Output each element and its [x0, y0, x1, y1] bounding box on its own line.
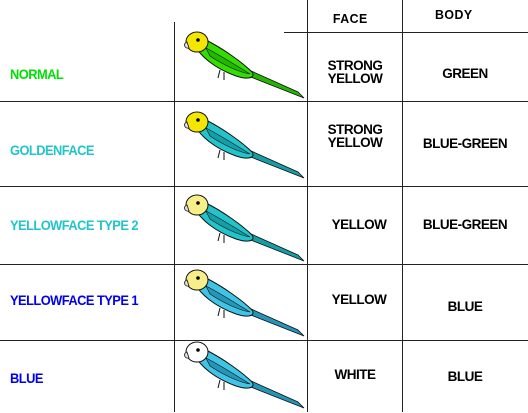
wing — [205, 47, 251, 75]
beak — [184, 41, 190, 49]
divider-row-4 — [0, 340, 528, 341]
eye — [196, 201, 200, 205]
eye — [196, 38, 200, 42]
row-label-yellowface-type-1: YELLOWFACE TYPE 1 — [10, 292, 139, 308]
face-cell-normal: STRONG YELLOW — [312, 58, 398, 86]
face-line-2: YELLOW — [327, 135, 383, 150]
body-cell-goldenface: BLUE-GREEN — [422, 136, 508, 151]
header-body: BODY — [434, 7, 473, 22]
budgie-normal-illustration — [184, 31, 305, 99]
wing — [205, 210, 251, 238]
divider-row-1 — [0, 101, 528, 102]
divider-col-bird — [174, 22, 175, 412]
face-line-1: YELLOW — [331, 292, 387, 307]
face-cell-yellowface-type-2: YELLOW — [314, 217, 404, 232]
bird-head — [185, 269, 209, 291]
beak — [184, 204, 190, 212]
divider-row-2 — [0, 186, 528, 187]
row-label-goldenface: GOLDENFACE — [10, 142, 94, 158]
face-cell-goldenface: STRONG YELLOW — [312, 122, 398, 150]
bird-head — [185, 194, 209, 216]
divider-row-3 — [0, 264, 528, 265]
feet — [217, 69, 225, 80]
face-cell-blue: WHITE — [310, 367, 400, 382]
eye — [196, 348, 200, 352]
body-cell-yellowface-type-1: BLUE — [447, 299, 483, 314]
feet — [217, 379, 225, 390]
bird-head — [185, 111, 209, 133]
wing — [205, 285, 251, 313]
feet — [217, 149, 225, 160]
divider-col-face — [307, 0, 308, 412]
beak — [184, 279, 190, 287]
divider-header — [284, 32, 528, 33]
face-line-1: YELLOW — [331, 217, 387, 232]
feet — [217, 232, 225, 243]
wing — [205, 127, 251, 155]
budgie-goldenface-illustration — [184, 111, 305, 179]
face-line-1: STRONG — [327, 122, 383, 137]
divider-col-body — [402, 0, 403, 412]
bird-head — [185, 31, 209, 53]
row-label-normal: NORMAL — [10, 66, 64, 82]
bird-head — [185, 341, 209, 363]
row-label-yellowface-type-2: YELLOWFACE TYPE 2 — [10, 217, 139, 233]
header-face: FACE — [332, 11, 368, 26]
beak — [184, 351, 190, 359]
face-line-2: YELLOW — [327, 71, 383, 86]
face-cell-yellowface-type-1: YELLOW — [314, 292, 404, 307]
budgie-blue-illustration — [184, 341, 305, 409]
eye — [196, 276, 200, 280]
wing — [205, 357, 251, 385]
face-line-1: WHITE — [334, 367, 377, 382]
row-label-blue: BLUE — [10, 370, 43, 386]
budgie-yellowface-type-1-illustration — [184, 269, 305, 337]
feet — [217, 307, 225, 318]
body-cell-normal: GREEN — [442, 66, 488, 81]
eye — [196, 118, 200, 122]
body-cell-yellowface-type-2: BLUE-GREEN — [422, 217, 508, 232]
budgie-yellowface-type-2-illustration — [184, 194, 305, 262]
beak — [184, 121, 190, 129]
body-cell-blue: BLUE — [447, 369, 483, 384]
face-line-1: STRONG — [327, 58, 383, 73]
